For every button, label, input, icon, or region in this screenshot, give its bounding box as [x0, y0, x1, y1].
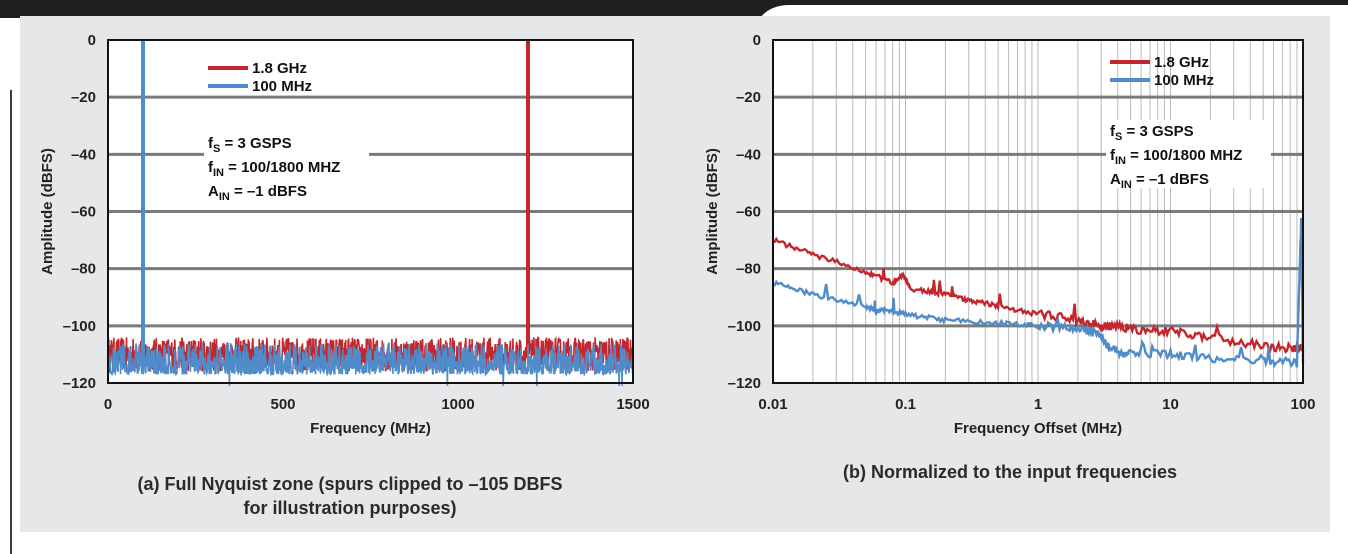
annotation-fin: fIN = 100/1800 MHZ [208, 159, 340, 179]
caption-b: (b) Normalized to the input frequencies [760, 460, 1260, 484]
caption-b-line1: (b) Normalized to the input frequencies [842, 462, 1178, 482]
y-tick-label-4: –80 [71, 261, 96, 278]
annotation-background [1106, 120, 1271, 188]
x-tick-label-0: 0 [104, 396, 112, 413]
annotation-ain: AIN = –1 dBFS [208, 183, 307, 203]
header-band [0, 0, 1348, 30]
plot-frame [107, 39, 634, 384]
x-tick-label-3: 1500 [616, 396, 649, 413]
x-tick-label-0: 0.01 [758, 396, 787, 413]
x-axis-label: Frequency Offset (MHz) [954, 420, 1122, 437]
header-band-shape [0, 0, 1348, 18]
legend-label-1: 100 MHz [252, 78, 312, 95]
y-axis-label: Amplitude (dBFS) [39, 148, 56, 275]
x-tick-label-2: 1000 [441, 396, 474, 413]
legend-label-0: 1.8 GHz [1154, 54, 1209, 71]
y-tick-label-3: –60 [71, 204, 96, 221]
y-tick-label-6: –120 [63, 375, 96, 392]
y-tick-label-5: –100 [63, 318, 96, 335]
series-line-0 [772, 236, 1305, 355]
y-axis-label: Amplitude (dBFS) [704, 148, 721, 275]
x-tick-label-1: 0.1 [895, 396, 916, 413]
legend-label-1: 100 MHz [1154, 72, 1214, 89]
x-tick-label-1: 500 [270, 396, 295, 413]
x-tick-label-2: 1 [1034, 396, 1042, 413]
chart-b: 0 –20 –40 –60 –80 –100 –120 0.01 0.1 1 10 100 Freque… [704, 32, 1316, 437]
y-tick-label-6: –120 [728, 375, 761, 392]
legend-label-0: 1.8 GHz [252, 60, 307, 77]
y-tick-label-4: –80 [736, 261, 761, 278]
x-tick-label-4: 100 [1290, 396, 1315, 413]
caption-a-line2: for illustration purposes) [243, 498, 457, 518]
y-tick-label-0: 0 [753, 32, 761, 49]
series-line-1 [107, 39, 634, 386]
annotation-fs: fS = 3 GSPS [208, 135, 292, 155]
annotation-background [204, 132, 369, 200]
x-tick-label-3: 10 [1162, 396, 1179, 413]
y-tick-label-5: –100 [728, 318, 761, 335]
y-tick-label-2: –40 [736, 146, 761, 163]
series-line-1 [773, 217, 1305, 369]
y-tick-label-0: 0 [88, 32, 96, 49]
y-tick-label-1: –20 [736, 89, 761, 106]
annotation-ain: AIN = –1 dBFS [1110, 171, 1209, 191]
y-tick-label-3: –60 [736, 204, 761, 221]
caption-a: (a) Full Nyquist zone (spurs clipped to … [60, 472, 640, 520]
x-axis-label: Frequency (MHz) [310, 420, 431, 437]
chart-a: 0 –20 –40 –60 –80 –100 –120 0 500 1000 1500 Frequen… [39, 32, 650, 437]
annotation-fin: fIN = 100/1800 MHZ [1110, 147, 1242, 167]
annotation-fs: fS = 3 GSPS [1110, 123, 1194, 143]
left-rule [10, 90, 12, 554]
y-tick-label-1: –20 [71, 89, 96, 106]
y-tick-label-2: –40 [71, 146, 96, 163]
header-band-fill [0, 0, 1348, 18]
caption-a-line1: (a) Full Nyquist zone (spurs clipped to … [137, 474, 563, 494]
plot-frame [772, 39, 1304, 384]
